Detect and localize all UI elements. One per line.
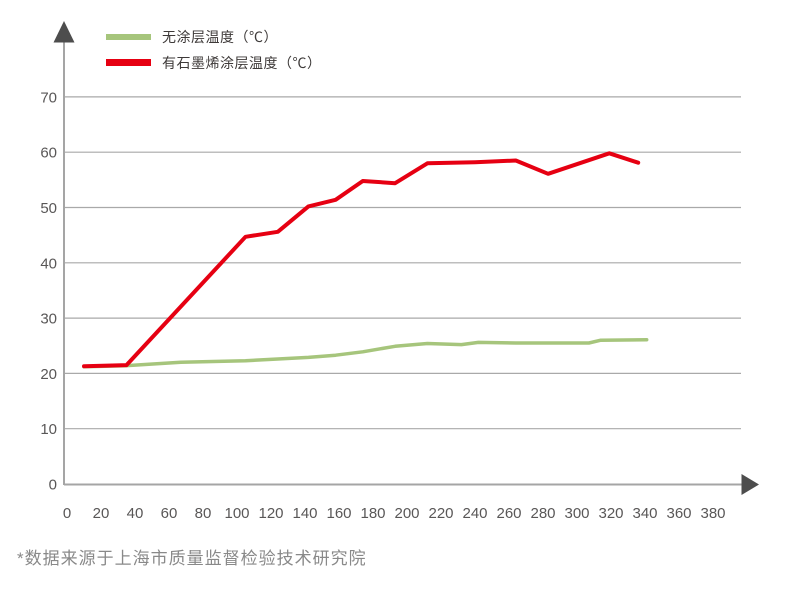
x-tick-label-80: 80: [195, 505, 212, 522]
y-tick-label-40: 40: [40, 255, 57, 272]
x-tick-label-60: 60: [161, 505, 178, 522]
y-tick-label-30: 30: [40, 311, 57, 328]
y-tick-label-20: 20: [40, 366, 57, 383]
x-tick-label-100: 100: [224, 505, 249, 522]
x-tick-label-0: 0: [63, 505, 71, 522]
x-tick-label-260: 260: [496, 505, 521, 522]
x-tick-label-300: 300: [564, 505, 589, 522]
x-tick-label-20: 20: [93, 505, 110, 522]
x-tick-label-340: 340: [632, 505, 657, 522]
series-line-graphene: [82, 151, 641, 369]
legend-item-graphene: 有石墨烯涂层温度（℃）: [106, 52, 322, 73]
x-tick-label-240: 240: [462, 505, 487, 522]
series-line-uncoated: [82, 337, 649, 369]
x-tick-label-320: 320: [598, 505, 623, 522]
x-tick-label-280: 280: [530, 505, 555, 522]
legend-label-uncoated: 无涂层温度（℃）: [162, 28, 278, 45]
x-axis-arrow-icon: [741, 474, 759, 495]
chart-svg: 0 10 20 30 40 50 60 70 0 20 40 60 80 100 120 140 160 180 2…: [40, 21, 759, 522]
y-tick-label-10: 10: [40, 421, 57, 438]
x-tick-label-200: 200: [394, 505, 419, 522]
x-tick-label-220: 220: [428, 505, 453, 522]
x-tick-label-180: 180: [360, 505, 385, 522]
y-tick-label-70: 70: [40, 89, 57, 106]
x-tick-label-380: 380: [700, 505, 725, 522]
x-tick-label-40: 40: [127, 505, 144, 522]
x-tick-label-120: 120: [258, 505, 283, 522]
x-tick-label-360: 360: [666, 505, 691, 522]
y-tick-label-50: 50: [40, 200, 57, 217]
y-tick-label-60: 60: [40, 145, 57, 162]
legend-swatch-graphene: [106, 59, 151, 66]
legend-swatch-uncoated: [106, 33, 151, 40]
x-tick-label-140: 140: [292, 505, 317, 522]
y-axis-arrow-icon: [53, 21, 75, 43]
chart-legend: 无涂层温度（℃） 有石墨烯涂层温度（℃）: [106, 26, 322, 73]
data-source-footnote: *数据来源于上海市质量监督检验技术研究院: [17, 549, 367, 568]
legend-label-graphene: 有石墨烯涂层温度（℃）: [162, 54, 322, 71]
x-tick-label-160: 160: [326, 505, 351, 522]
y-tick-label-0: 0: [49, 477, 57, 494]
legend-item-uncoated: 无涂层温度（℃）: [106, 26, 322, 47]
